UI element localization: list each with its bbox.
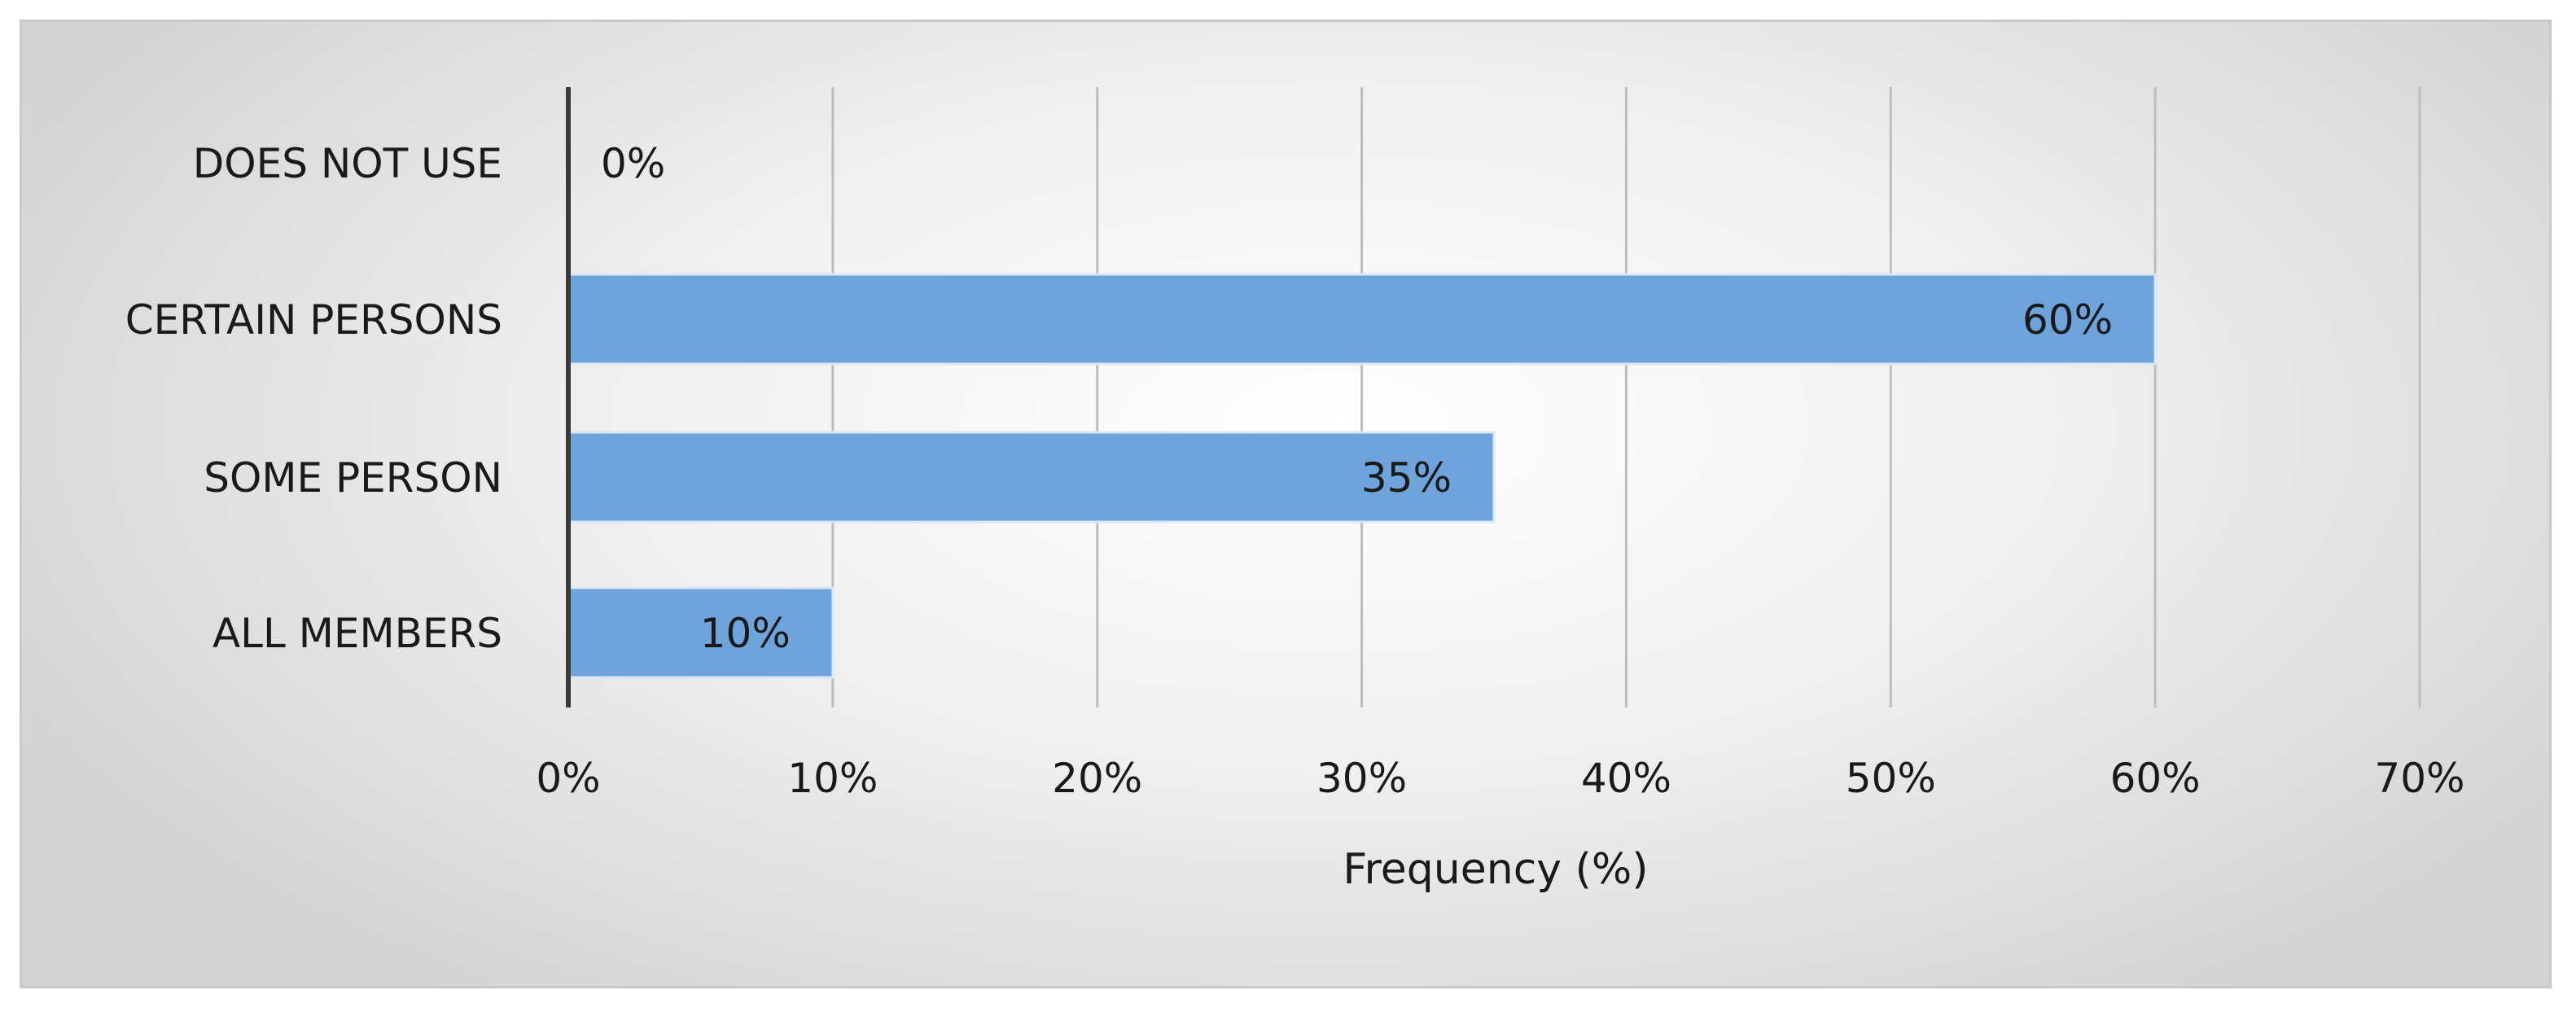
chart-frame: DOES NOT USE CERTAIN PERSONS SOME PERSON AL…	[20, 20, 2552, 988]
x-tick-label: 40%	[1581, 755, 1671, 802]
data-label: 0%	[601, 140, 665, 187]
x-tick-label: 70%	[2374, 755, 2464, 802]
x-tick-label: 20%	[1052, 755, 1142, 802]
category-label: ALL MEMBERS	[212, 610, 502, 657]
category-label: DOES NOT USE	[193, 140, 502, 187]
gridlines	[831, 87, 2421, 708]
x-tick-label: 30%	[1316, 755, 1407, 802]
data-label: 35%	[1361, 454, 1452, 502]
x-tick-label: 60%	[2110, 755, 2201, 802]
data-label: 60%	[2022, 296, 2113, 344]
x-tick-label: 10%	[787, 755, 878, 802]
bar	[567, 586, 835, 679]
bar	[567, 431, 1496, 524]
category-label: CERTAIN PERSONS	[125, 296, 502, 344]
bar-chart: DOES NOT USE CERTAIN PERSONS SOME PERSON AL…	[125, 87, 2465, 894]
x-tick-labels: 0% 10% 20% 30% 40% 50% 60% 70%	[536, 755, 2464, 802]
bars	[567, 273, 2157, 679]
x-tick-label: 50%	[1846, 755, 1936, 802]
x-axis-title: Frequency (%)	[1343, 845, 1648, 894]
data-labels: 0% 60% 35% 10%	[601, 140, 2113, 657]
category-label: SOME PERSON	[204, 454, 502, 502]
bar	[567, 273, 2157, 366]
category-labels: DOES NOT USE CERTAIN PERSONS SOME PERSON AL…	[125, 140, 502, 657]
data-label: 10%	[700, 610, 791, 657]
x-tick-label: 0%	[536, 755, 600, 802]
